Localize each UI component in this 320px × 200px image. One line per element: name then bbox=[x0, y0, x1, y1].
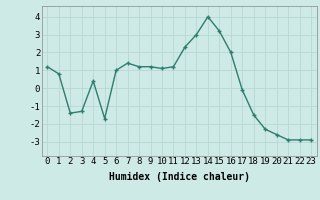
X-axis label: Humidex (Indice chaleur): Humidex (Indice chaleur) bbox=[109, 172, 250, 182]
